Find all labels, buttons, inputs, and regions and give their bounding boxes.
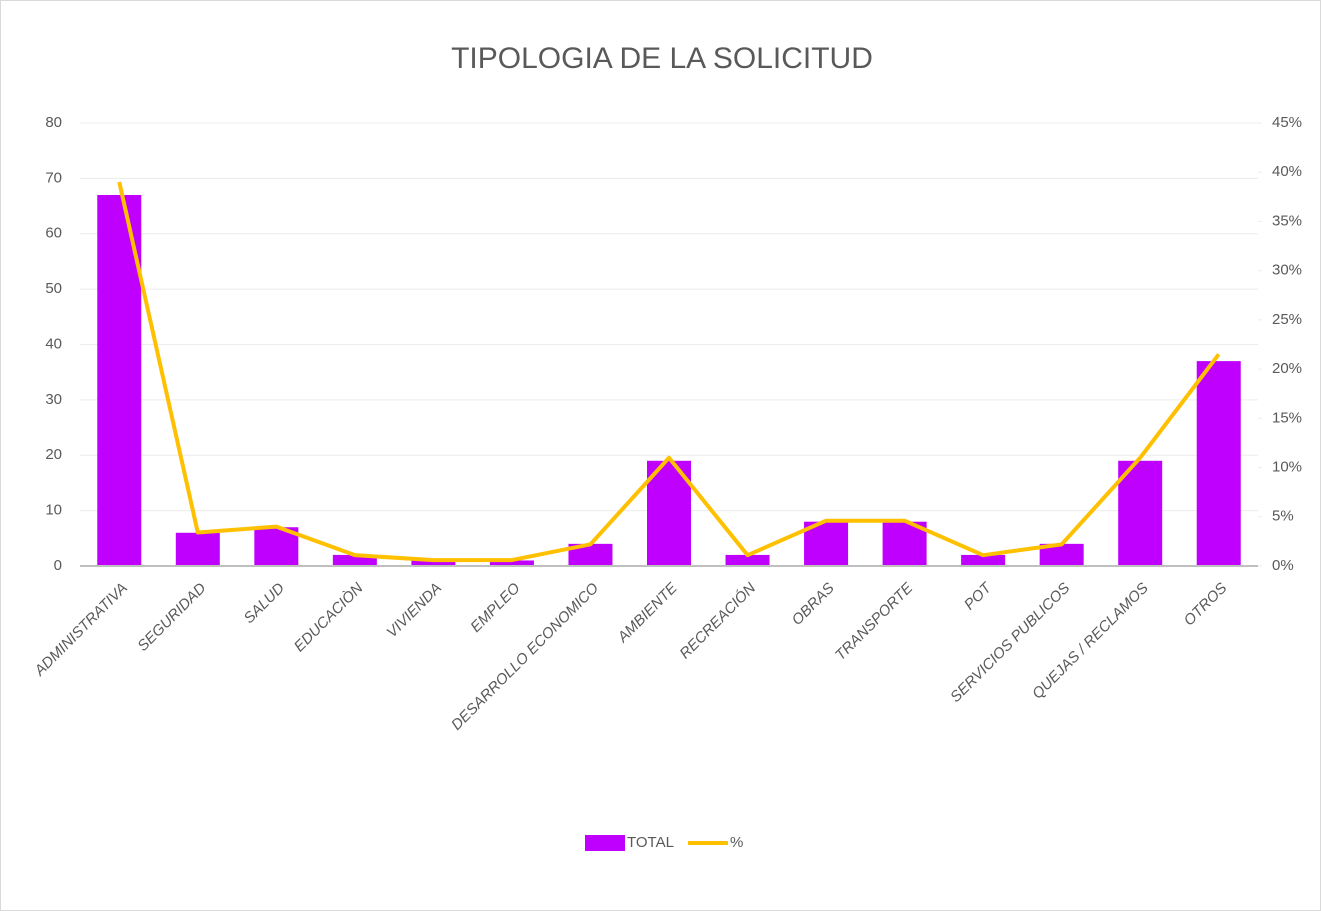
y-tick-label: 50	[45, 280, 62, 297]
y-tick-label: 0	[54, 557, 62, 574]
y-tick-label: 10	[45, 502, 62, 519]
bar	[1118, 460, 1163, 566]
y2-tick-label: 10%	[1272, 459, 1302, 476]
bar	[175, 532, 220, 566]
y2-tick-label: 45%	[1272, 114, 1302, 131]
bar	[411, 560, 456, 566]
y-tick-label: 20	[45, 446, 62, 463]
y2-tick-label: 30%	[1272, 262, 1302, 279]
line-series	[117, 181, 1221, 563]
bar	[97, 194, 142, 567]
y-tick-label: 30	[45, 391, 62, 408]
bar	[1196, 361, 1241, 566]
chart-title: TIPOLOGIA DE LA SOLICITUD	[451, 42, 873, 75]
y2-tick-label: 40%	[1272, 163, 1302, 180]
y2-tick-label: 35%	[1272, 212, 1302, 229]
legend-label: TOTAL	[627, 834, 674, 851]
y2-tick-label: 25%	[1272, 311, 1302, 328]
y2-tick-label: 0%	[1272, 557, 1294, 574]
bar	[725, 554, 770, 566]
bar	[1039, 543, 1084, 566]
bar	[568, 543, 613, 566]
bar	[489, 560, 534, 566]
legend-swatch	[585, 835, 625, 851]
y-tick-label: 40	[45, 335, 62, 352]
y-tick-label: 80	[45, 114, 62, 131]
y-tick-label: 60	[45, 225, 62, 242]
y2-tick-label: 5%	[1272, 508, 1294, 525]
y2-tick-label: 15%	[1272, 409, 1302, 426]
y-tick-label: 70	[45, 169, 62, 186]
y2-tick-label: 20%	[1272, 360, 1302, 377]
legend-label: %	[730, 834, 743, 851]
bar	[332, 554, 377, 566]
bar	[961, 554, 1006, 566]
